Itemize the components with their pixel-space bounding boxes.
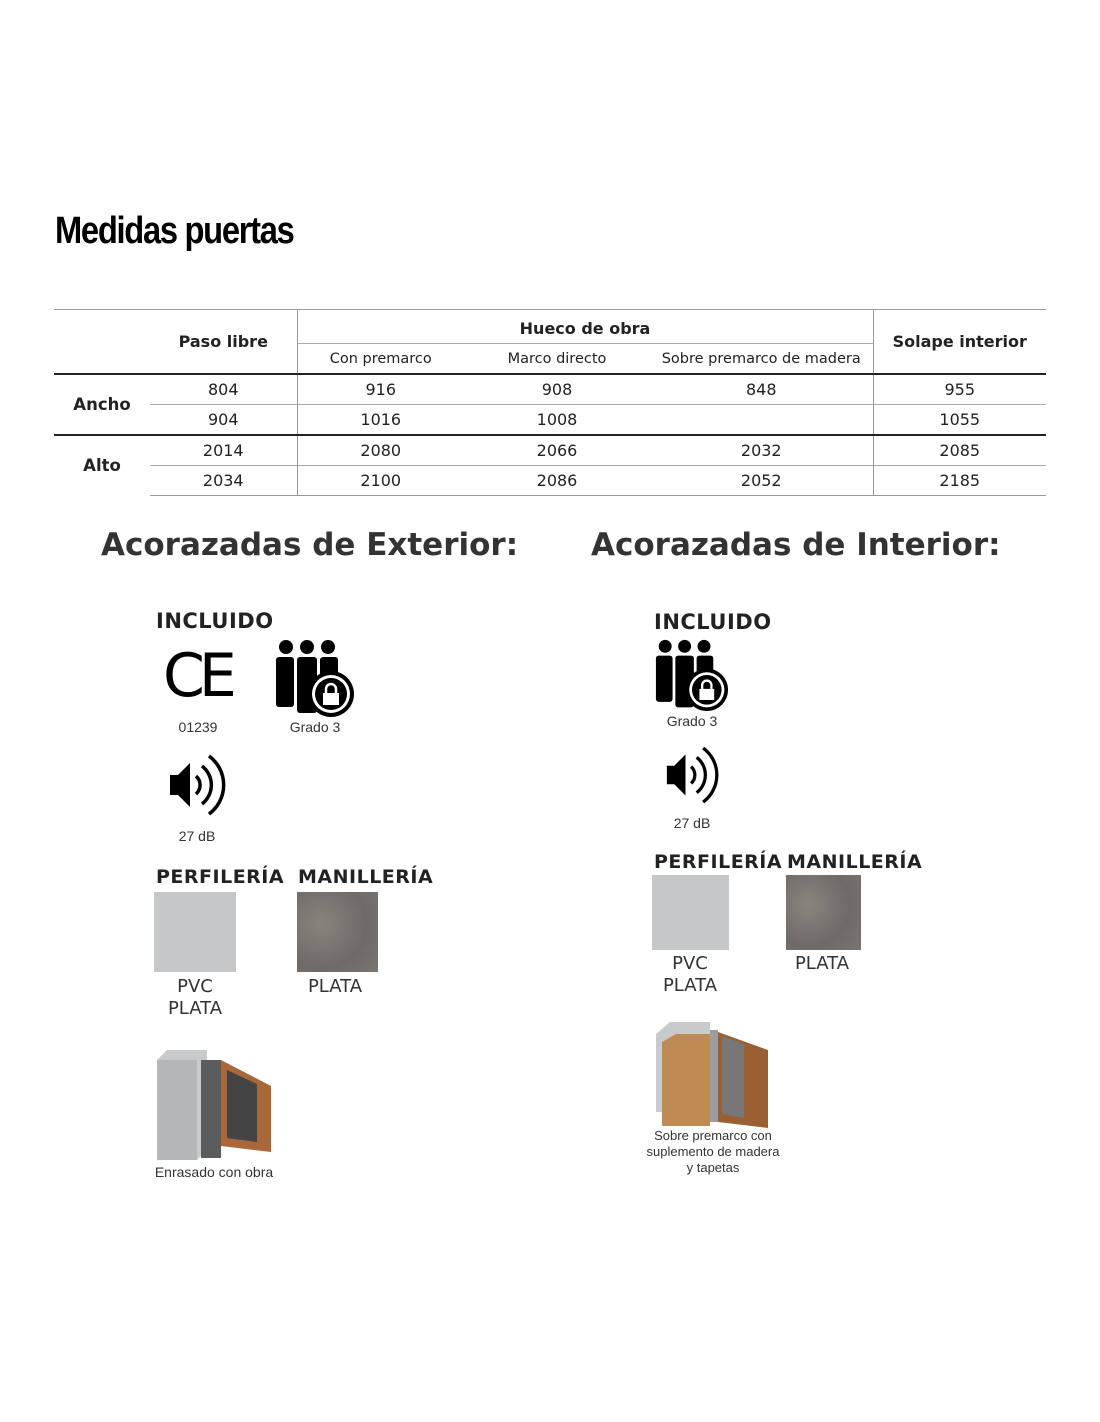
- page-title: Medidas puertas: [55, 210, 295, 252]
- profile-label: PVC PLATA: [167, 976, 223, 1019]
- table-cell: 1055: [872, 404, 1046, 435]
- subheader: Marco directo: [507, 350, 607, 367]
- included-label: INCLUIDO: [654, 610, 772, 634]
- row-label: Ancho: [54, 373, 150, 435]
- handle-heading: MANILLERÍA: [298, 866, 434, 888]
- security-grade-icon: [655, 639, 729, 712]
- profile-label: PVC PLATA: [662, 953, 718, 996]
- interior-heading: Acorazadas de Interior:: [591, 527, 1001, 563]
- table-cell: 904: [150, 404, 297, 435]
- table-cell: 955: [872, 373, 1046, 405]
- frame-caption: Sobre premarco con suplemento de madera …: [646, 1128, 780, 1175]
- grade-label: Grado 3: [289, 719, 341, 735]
- ce-code: 01239: [178, 719, 218, 735]
- table-cell: 2085: [872, 434, 1046, 466]
- handle-heading: MANILLERÍA: [787, 851, 923, 873]
- table-cell: 1016: [296, 404, 464, 435]
- table-row: Alto 2014 2080 2066 2032 2085: [54, 434, 1046, 496]
- table-cell: 2080: [296, 434, 464, 466]
- header-solape: Solape interior: [872, 309, 1046, 374]
- frame-flush-image: [157, 1050, 271, 1160]
- speaker-icon: [666, 746, 719, 804]
- table-cell: 848: [650, 373, 873, 405]
- table-row: 904 1016 1008 1055: [54, 404, 1046, 435]
- pvc-plata-swatch: [652, 875, 729, 950]
- header-hueco: Hueco de obra: [296, 309, 873, 344]
- profile-heading: PERFILERÍA: [156, 866, 285, 888]
- exterior-heading: Acorazadas de Exterior:: [101, 527, 519, 563]
- table-cell: [650, 404, 873, 435]
- table-row: Ancho 804 916 908 848 955: [54, 373, 1046, 435]
- table-cell: 2032: [650, 434, 873, 466]
- frame-premarco-image: [656, 1022, 768, 1128]
- profile-heading: PERFILERÍA: [654, 851, 783, 873]
- pvc-plata-swatch: [154, 892, 236, 972]
- table-cell: 2066: [464, 434, 650, 466]
- speaker-icon: [170, 754, 226, 816]
- grade-label: Grado 3: [666, 713, 718, 729]
- plata-swatch: [297, 892, 378, 972]
- table-cell: 2185: [872, 465, 1046, 496]
- table-cell: 2034: [150, 465, 297, 496]
- sound-label: 27 dB: [178, 828, 216, 844]
- table-cell: 908: [464, 373, 650, 405]
- handle-label: PLATA: [794, 953, 850, 974]
- table-cell: 2014: [150, 434, 297, 466]
- row-label: Alto: [54, 434, 150, 496]
- handle-label: PLATA: [307, 976, 363, 997]
- security-grade-icon: [276, 640, 354, 717]
- included-label: INCLUIDO: [156, 609, 274, 633]
- table-cell: 2052: [650, 465, 873, 496]
- subheader: Con premarco: [296, 343, 464, 374]
- plata-swatch: [786, 875, 861, 950]
- ce-mark-icon: CE: [163, 641, 237, 711]
- frame-caption: Enrasado con obra: [154, 1164, 274, 1180]
- table-cell: 916: [296, 373, 464, 405]
- table-cell: 1008: [464, 404, 650, 435]
- sound-label: 27 dB: [673, 815, 711, 831]
- table-cell: 2086: [464, 465, 650, 496]
- header-paso-libre: Paso libre: [54, 309, 297, 374]
- table-cell: 2100: [296, 465, 464, 496]
- table-cell: 804: [150, 373, 297, 405]
- door-measurements-table: Paso libre Hueco de obra Solape interior…: [54, 309, 1046, 496]
- subheader: Sobre premarco de madera: [661, 350, 861, 367]
- table-row: 2034 2100 2086 2052 2185: [54, 465, 1046, 496]
